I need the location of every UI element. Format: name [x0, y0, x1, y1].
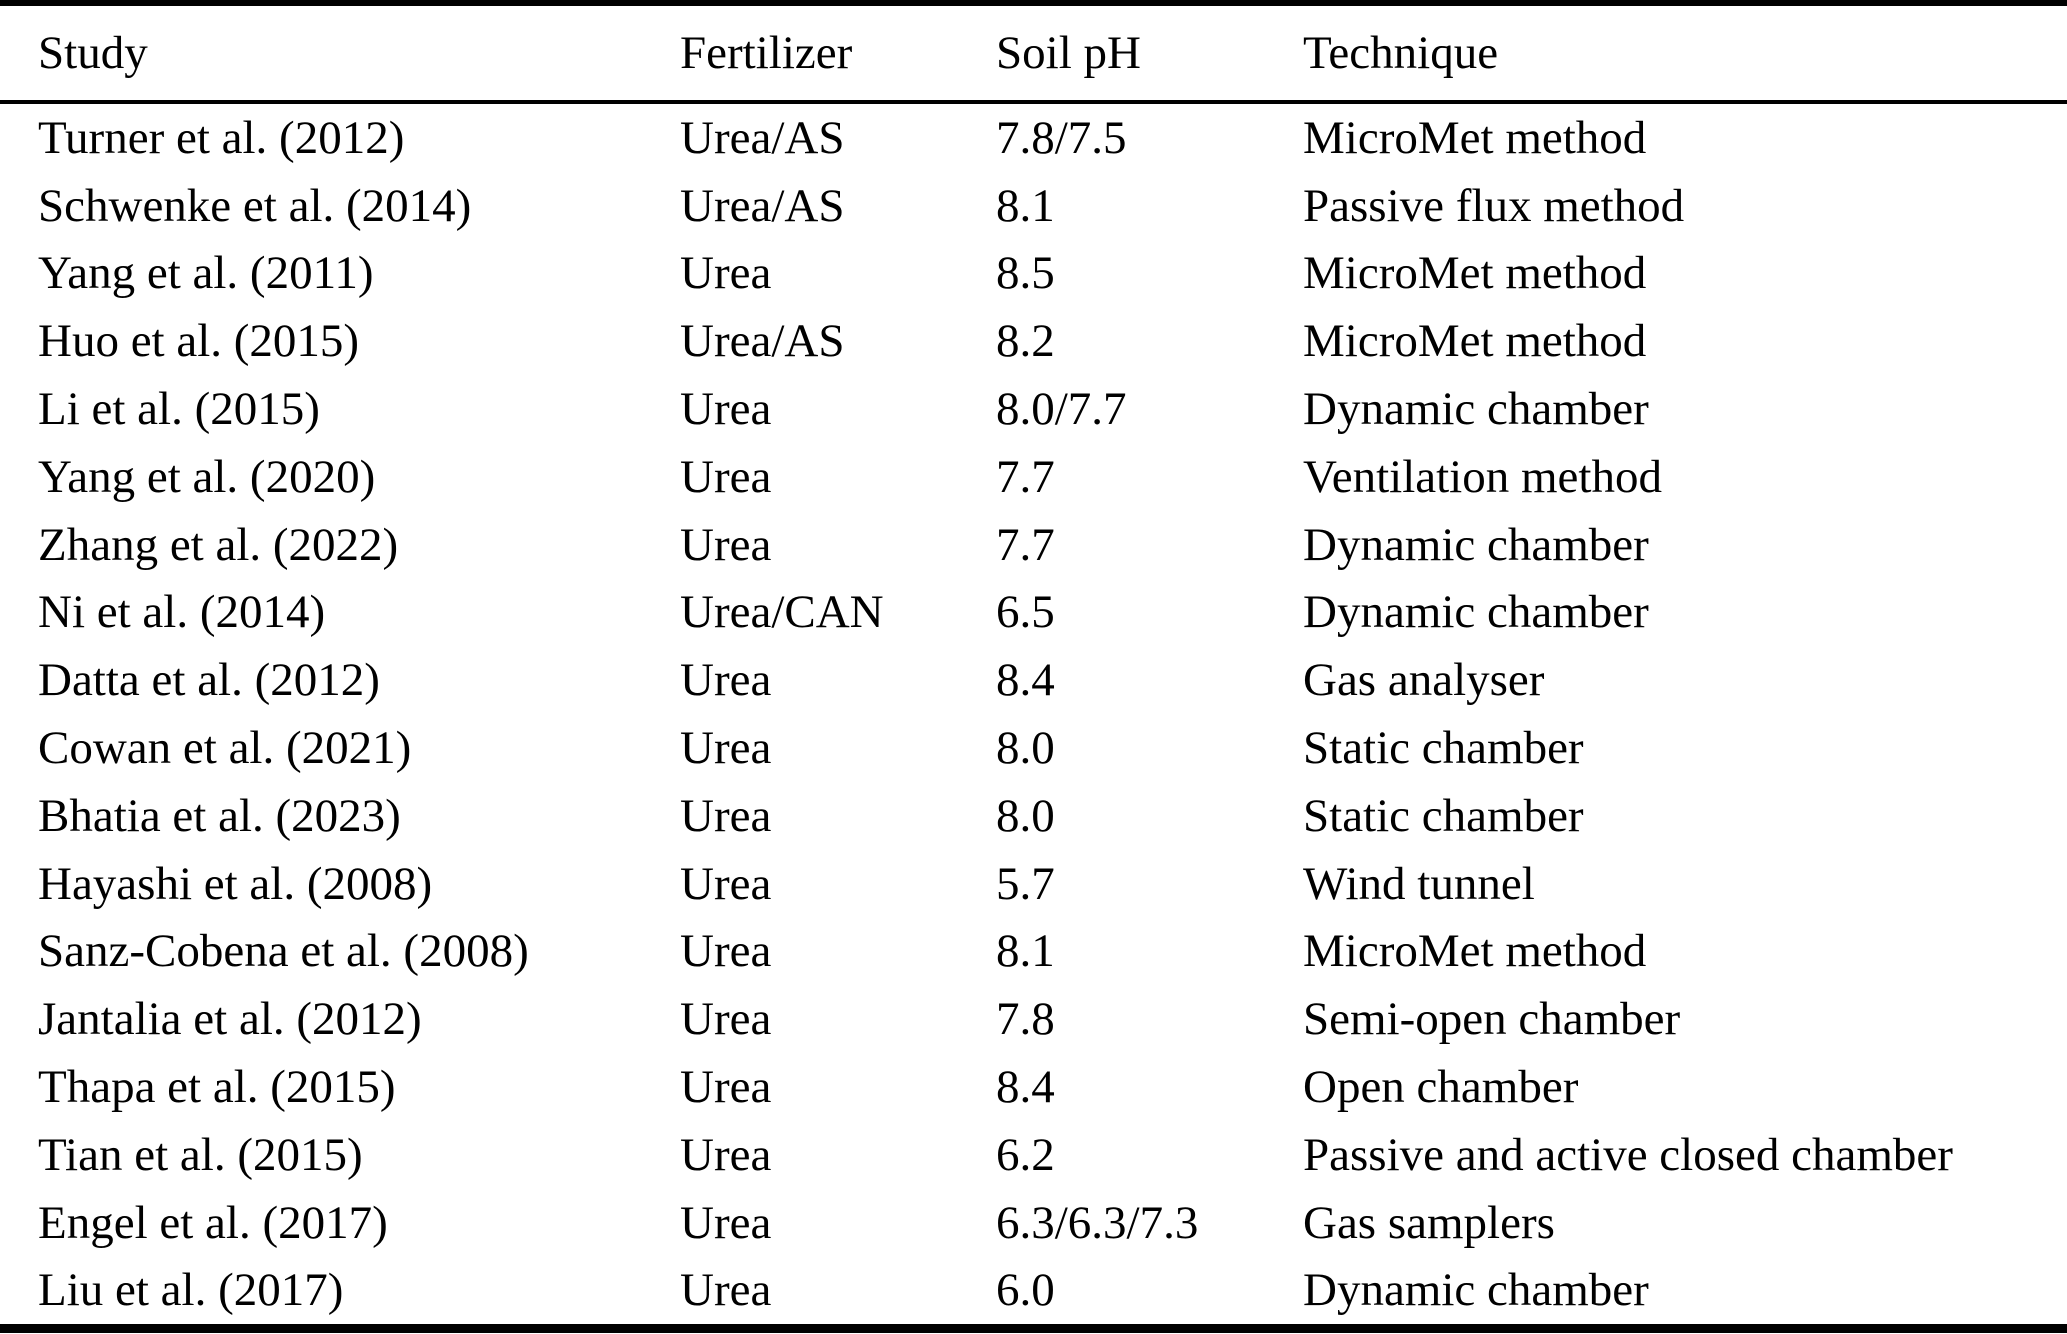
- technique-cell: Dynamic chamber: [1303, 586, 1649, 639]
- study-cell: Cowan et al. (2021): [38, 722, 412, 775]
- technique-cell: Passive flux method: [1303, 179, 1685, 232]
- study-cell: Tian et al. (2015): [38, 1128, 363, 1181]
- table-row: Turner et al. (2012) Urea/AS 7.8/7.5 Mic…: [0, 102, 2067, 172]
- table-row: Cowan et al. (2021) Urea 8.0 Static cham…: [0, 714, 2067, 782]
- soil-ph-cell: 8.5: [996, 247, 1055, 300]
- study-cell: Yang et al. (2020): [38, 450, 376, 503]
- technique-cell: MicroMet method: [1303, 111, 1647, 164]
- study-cell: Turner et al. (2012): [38, 111, 405, 164]
- technique-cell: Passive and active closed chamber: [1303, 1128, 1953, 1181]
- fertilizer-cell: Urea/AS: [680, 111, 845, 164]
- technique-cell: Semi-open chamber: [1303, 993, 1681, 1046]
- fertilizer-cell: Urea: [680, 654, 772, 707]
- fertilizer-cell: Urea: [680, 450, 772, 503]
- technique-cell: Wind tunnel: [1303, 857, 1535, 910]
- technique-cell: Dynamic chamber: [1303, 383, 1649, 436]
- fertilizer-cell: Urea: [680, 1128, 772, 1181]
- study-cell: Ni et al. (2014): [38, 586, 326, 639]
- soil-ph-cell: 6.5: [996, 586, 1055, 639]
- table-row: Engel et al. (2017) Urea 6.3/6.3/7.3 Gas…: [0, 1189, 2067, 1257]
- table-row: Jantalia et al. (2012) Urea 7.8 Semi-ope…: [0, 985, 2067, 1053]
- technique-cell: MicroMet method: [1303, 315, 1647, 368]
- table-row: Huo et al. (2015) Urea/AS 8.2 MicroMet m…: [0, 307, 2067, 375]
- soil-ph-cell: 7.8: [996, 993, 1055, 1046]
- soil-ph-cell: 6.0: [996, 1264, 1055, 1317]
- soil-ph-cell: 8.0: [996, 789, 1055, 842]
- header-row: Study Fertilizer Soil pH Technique: [0, 3, 2067, 104]
- fertilizer-cell: Urea/AS: [680, 315, 845, 368]
- study-cell: Engel et al. (2017): [38, 1196, 388, 1249]
- table-body: Turner et al. (2012) Urea/AS 7.8/7.5 Mic…: [0, 102, 2067, 1329]
- table-row: Bhatia et al. (2023) Urea 8.0 Static cha…: [0, 782, 2067, 850]
- table-row: Zhang et al. (2022) Urea 7.7 Dynamic cha…: [0, 511, 2067, 579]
- fertilizer-cell: Urea/AS: [680, 179, 845, 232]
- fertilizer-cell: Urea: [680, 722, 772, 775]
- table-row: Thapa et al. (2015) Urea 8.4 Open chambe…: [0, 1053, 2067, 1121]
- study-cell: Bhatia et al. (2023): [38, 789, 401, 842]
- table-row: Li et al. (2015) Urea 8.0/7.7 Dynamic ch…: [0, 375, 2067, 443]
- fertilizer-cell: Urea: [680, 518, 772, 571]
- table-row: Schwenke et al. (2014) Urea/AS 8.1 Passi…: [0, 172, 2067, 240]
- technique-cell: MicroMet method: [1303, 247, 1647, 300]
- soil-ph-cell: 8.4: [996, 654, 1055, 707]
- soil-ph-cell: 7.7: [996, 450, 1055, 503]
- table-row: Liu et al. (2017) Urea 6.0 Dynamic chamb…: [0, 1257, 2067, 1329]
- fertilizer-cell: Urea: [680, 1264, 772, 1317]
- table-row: Yang et al. (2020) Urea 7.7 Ventilation …: [0, 443, 2067, 511]
- technique-cell: Dynamic chamber: [1303, 518, 1649, 571]
- study-cell: Yang et al. (2011): [38, 247, 374, 300]
- study-cell: Liu et al. (2017): [38, 1264, 344, 1317]
- technique-cell: Open chamber: [1303, 1061, 1579, 1114]
- header-technique: Technique: [1265, 3, 2067, 104]
- soil-ph-cell: 8.2: [996, 315, 1055, 368]
- soil-ph-cell: 6.3/6.3/7.3: [996, 1196, 1199, 1249]
- fertilizer-cell: Urea: [680, 925, 772, 978]
- fertilizer-cell: Urea: [680, 993, 772, 1046]
- fertilizer-cell: Urea: [680, 1196, 772, 1249]
- table-row: Ni et al. (2014) Urea/CAN 6.5 Dynamic ch…: [0, 579, 2067, 647]
- fertilizer-cell: Urea: [680, 857, 772, 910]
- soil-ph-cell: 8.1: [996, 179, 1055, 232]
- header-fertilizer: Fertilizer: [642, 3, 958, 104]
- table-row: Hayashi et al. (2008) Urea 5.7 Wind tunn…: [0, 850, 2067, 918]
- study-cell: Thapa et al. (2015): [38, 1061, 396, 1114]
- study-cell: Jantalia et al. (2012): [38, 993, 422, 1046]
- soil-ph-cell: 8.1: [996, 925, 1055, 978]
- table-row: Sanz-Cobena et al. (2008) Urea 8.1 Micro…: [0, 918, 2067, 986]
- soil-ph-cell: 7.8/7.5: [996, 111, 1127, 164]
- soil-ph-cell: 8.0: [996, 722, 1055, 775]
- study-cell: Schwenke et al. (2014): [38, 179, 472, 232]
- soil-ph-cell: 7.7: [996, 518, 1055, 571]
- technique-cell: Static chamber: [1303, 722, 1584, 775]
- technique-cell: Dynamic chamber: [1303, 1264, 1649, 1317]
- study-cell: Hayashi et al. (2008): [38, 857, 433, 910]
- fertilizer-cell: Urea: [680, 789, 772, 842]
- soil-ph-cell: 8.4: [996, 1061, 1055, 1114]
- technique-cell: MicroMet method: [1303, 925, 1647, 978]
- header-study: Study: [0, 3, 642, 104]
- table-row: Datta et al. (2012) Urea 8.4 Gas analyse…: [0, 646, 2067, 714]
- soil-ph-cell: 6.2: [996, 1128, 1055, 1181]
- study-cell: Li et al. (2015): [38, 383, 320, 436]
- fertilizer-cell: Urea/CAN: [680, 586, 884, 639]
- technique-cell: Static chamber: [1303, 789, 1584, 842]
- fertilizer-cell: Urea: [680, 247, 772, 300]
- study-cell: Sanz-Cobena et al. (2008): [38, 925, 529, 978]
- technique-cell: Ventilation method: [1303, 450, 1662, 503]
- table-row: Tian et al. (2015) Urea 6.2 Passive and …: [0, 1121, 2067, 1189]
- technique-cell: Gas samplers: [1303, 1196, 1555, 1249]
- fertilizer-cell: Urea: [680, 1061, 772, 1114]
- study-cell: Zhang et al. (2022): [38, 518, 399, 571]
- table-header: Study Fertilizer Soil pH Technique: [0, 3, 2067, 104]
- soil-ph-cell: 8.0/7.7: [996, 383, 1127, 436]
- soil-ph-cell: 5.7: [996, 857, 1055, 910]
- study-cell: Datta et al. (2012): [38, 654, 380, 707]
- fertilizer-cell: Urea: [680, 383, 772, 436]
- study-cell: Huo et al. (2015): [38, 315, 360, 368]
- header-soil-ph: Soil pH: [958, 3, 1265, 104]
- table-row: Yang et al. (2011) Urea 8.5 MicroMet met…: [0, 240, 2067, 308]
- technique-cell: Gas analyser: [1303, 654, 1545, 707]
